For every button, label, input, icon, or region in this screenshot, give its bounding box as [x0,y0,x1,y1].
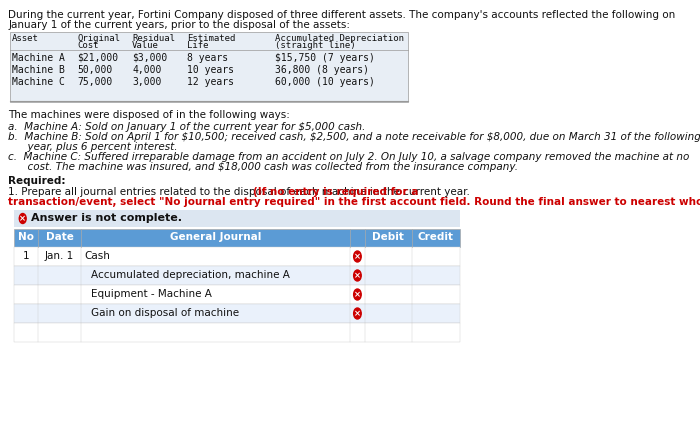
Text: Accumulated Depreciation: Accumulated Depreciation [276,34,405,43]
Text: (If no entry is required for a: (If no entry is required for a [253,187,418,197]
Text: Gain on disposal of machine: Gain on disposal of machine [91,308,239,318]
FancyBboxPatch shape [10,32,408,102]
FancyBboxPatch shape [14,304,460,323]
Text: 75,000: 75,000 [77,77,113,87]
Text: 8 years: 8 years [188,53,228,63]
Circle shape [354,308,361,319]
Text: ×: × [354,271,361,280]
Text: Date: Date [46,232,74,242]
Text: Asset: Asset [12,34,38,43]
Text: a.  Machine A: Sold on January 1 of the current year for $5,000 cash.: a. Machine A: Sold on January 1 of the c… [8,122,365,132]
Circle shape [354,251,361,262]
Circle shape [354,270,361,281]
Text: b.  Machine B: Sold on April 1 for $10,500; received cash, $2,500, and a note re: b. Machine B: Sold on April 1 for $10,50… [8,132,700,142]
Text: Required:: Required: [8,176,66,186]
Text: Credit: Credit [418,232,454,242]
FancyBboxPatch shape [14,229,460,247]
Text: Residual: Residual [132,34,175,43]
Text: 12 years: 12 years [188,77,235,87]
Text: 10 years: 10 years [188,65,235,75]
Text: Value: Value [132,41,159,50]
Text: 50,000: 50,000 [77,65,113,75]
Text: 60,000 (10 years): 60,000 (10 years) [276,77,375,87]
Text: 36,800 (8 years): 36,800 (8 years) [276,65,370,75]
Text: Equipment - Machine A: Equipment - Machine A [91,289,212,299]
Text: 4,000: 4,000 [132,65,162,75]
Text: Cost: Cost [77,41,99,50]
Text: $21,000: $21,000 [77,53,118,63]
Text: ×: × [354,252,361,261]
Text: cost. The machine was insured, and $18,000 cash was collected from the insurance: cost. The machine was insured, and $18,0… [8,162,518,172]
Text: transaction/event, select "No journal entry required" in the first account field: transaction/event, select "No journal en… [8,197,700,207]
Text: (straight line): (straight line) [276,41,356,50]
Text: $3,000: $3,000 [132,53,167,63]
Text: Machine A: Machine A [12,53,64,63]
Circle shape [354,289,361,300]
Text: Life: Life [188,41,209,50]
Text: No: No [18,232,34,242]
FancyBboxPatch shape [14,323,460,342]
Text: ×: × [19,214,26,223]
Text: c.  Machine C: Suffered irreparable damage from an accident on July 2. On July 1: c. Machine C: Suffered irreparable damag… [8,152,690,162]
Text: Debit: Debit [372,232,405,242]
Text: January 1 of the current years, prior to the disposal of the assets:: January 1 of the current years, prior to… [8,20,350,30]
Text: Machine B: Machine B [12,65,64,75]
Circle shape [20,213,26,223]
Text: 1: 1 [22,251,29,261]
Text: General Journal: General Journal [170,232,261,242]
FancyBboxPatch shape [14,285,460,304]
Text: Estimated: Estimated [188,34,236,43]
FancyBboxPatch shape [14,266,460,285]
Text: Answer is not complete.: Answer is not complete. [31,213,182,223]
Text: Original: Original [77,34,120,43]
Text: $15,750 (7 years): $15,750 (7 years) [276,53,375,63]
Text: Cash: Cash [84,251,110,261]
Text: year, plus 6 percent interest.: year, plus 6 percent interest. [8,142,178,152]
FancyBboxPatch shape [14,247,460,266]
Text: 1. Prepare all journal entries related to the disposal of each machine in the cu: 1. Prepare all journal entries related t… [8,187,470,197]
Text: During the current year, Fortini Company disposed of three different assets. The: During the current year, Fortini Company… [8,10,676,20]
Text: The machines were disposed of in the following ways:: The machines were disposed of in the fol… [8,110,290,120]
Text: ×: × [354,290,361,299]
Text: Machine C: Machine C [12,77,64,87]
Text: 3,000: 3,000 [132,77,162,87]
Text: ×: × [354,309,361,318]
Text: Accumulated depreciation, machine A: Accumulated depreciation, machine A [91,270,290,280]
Text: Jan. 1: Jan. 1 [45,251,74,261]
FancyBboxPatch shape [14,210,460,227]
